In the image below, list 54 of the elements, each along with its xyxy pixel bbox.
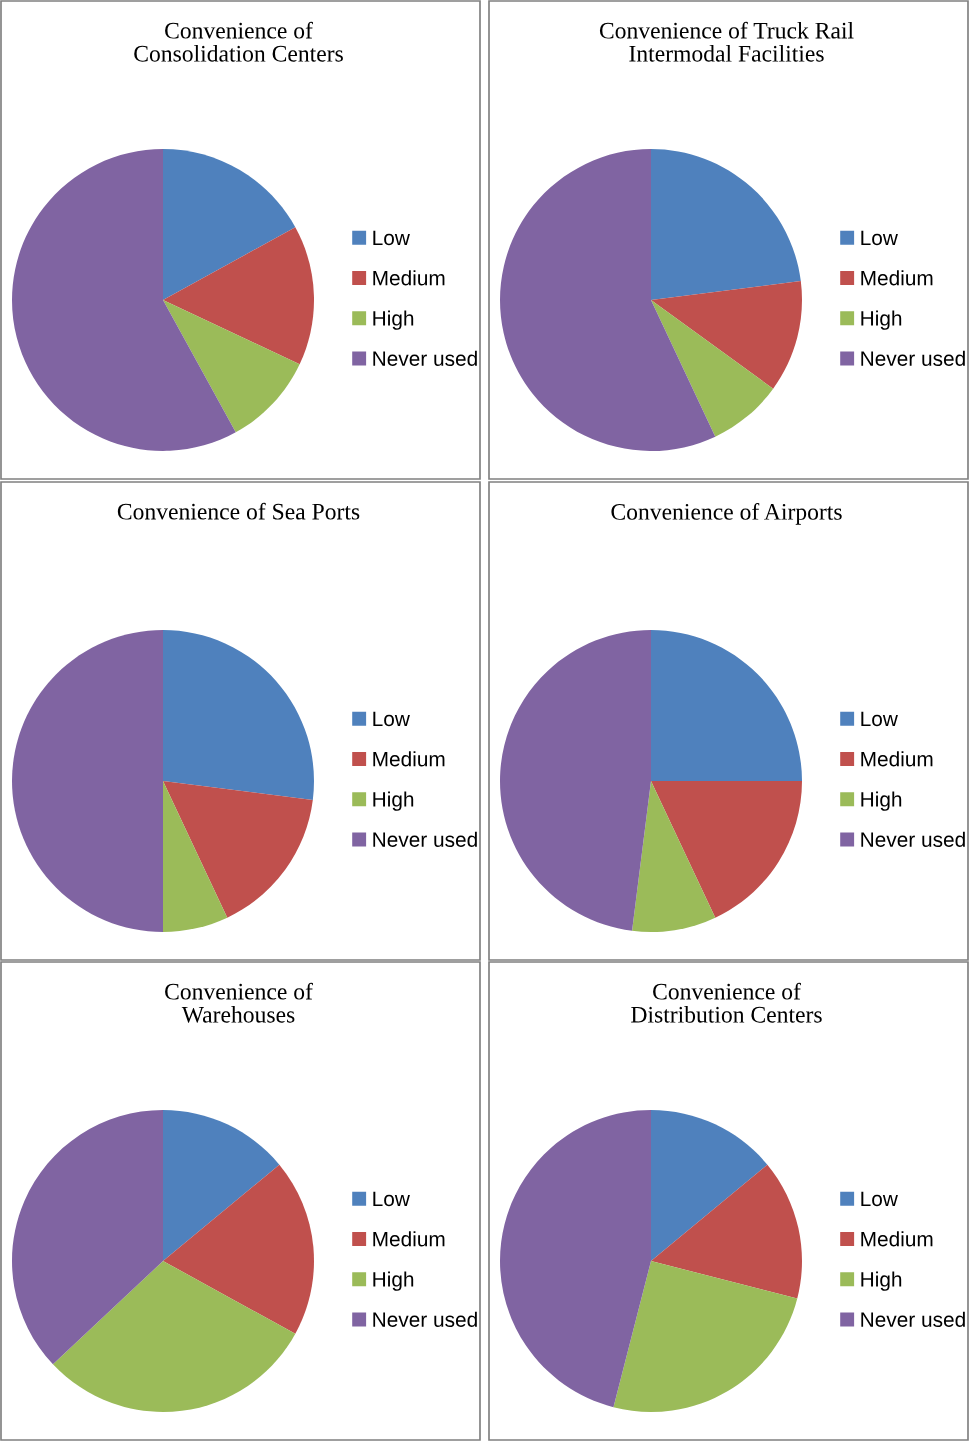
legend-label: Low <box>861 230 898 246</box>
pie-slice <box>163 227 314 365</box>
legend-label: High <box>373 310 414 330</box>
pie-slice <box>500 1110 651 1408</box>
pie-slice <box>163 1110 280 1261</box>
legend-label: Medium <box>861 751 933 767</box>
pie-slice <box>651 781 802 918</box>
chart-title: Convenience of Airports <box>611 503 842 525</box>
chart-title: Convenience of Warehouses <box>165 982 313 1023</box>
chart-title: Convenience of Truck Rail Intermodal Facilities <box>599 21 854 62</box>
pie-slice <box>163 630 314 800</box>
legend-label: Low <box>861 1191 898 1207</box>
legend-label: Medium <box>373 270 445 286</box>
legend-label: High <box>861 791 902 811</box>
legend-label: Never used <box>373 350 477 366</box>
pie-slice <box>651 149 801 300</box>
pie-slice <box>500 149 716 451</box>
legend-label: Never used <box>861 831 965 847</box>
pie-slice <box>500 630 651 931</box>
legend-label: Never used <box>861 1311 965 1327</box>
legend-label: High <box>861 1271 902 1291</box>
legend-label: Low <box>373 1191 410 1207</box>
legend-label: Medium <box>373 1231 445 1247</box>
pie-slice <box>163 149 296 300</box>
chart-title: Convenience of Sea Ports <box>117 502 360 520</box>
legend-label: Low <box>373 711 410 727</box>
pie-slice <box>52 1261 296 1412</box>
pie-slice <box>12 149 236 451</box>
legend-label: Low <box>861 711 898 727</box>
legend-label: Never used <box>861 350 965 366</box>
pie-slice <box>651 281 802 389</box>
legend-label: Medium <box>373 751 445 767</box>
legend-label: High <box>373 791 414 811</box>
legend-label: Never used <box>373 831 477 847</box>
pie-slice <box>12 630 163 932</box>
pie-slice <box>651 1110 768 1261</box>
pie-slice <box>651 1164 802 1299</box>
legend-label: High <box>861 310 902 330</box>
legend-label: Medium <box>861 1231 933 1247</box>
pie-slice <box>613 1261 798 1412</box>
chart-title: Convenience of Consolidation Centers <box>134 21 343 62</box>
legend-label: Never used <box>373 1311 477 1327</box>
pie-slice <box>632 781 716 932</box>
pie-slice <box>163 781 228 932</box>
pie-slice <box>651 300 774 437</box>
legend-label: Low <box>373 230 410 246</box>
pie-slice <box>12 1110 163 1365</box>
pie-slice <box>163 300 300 433</box>
pie-slice <box>163 781 313 918</box>
pie-slice <box>163 1164 314 1334</box>
legend-label: High <box>373 1271 414 1291</box>
legend-label: Medium <box>861 270 933 286</box>
chart-title: Convenience of Distribution Centers <box>631 982 822 1023</box>
pie-slice <box>651 630 802 781</box>
